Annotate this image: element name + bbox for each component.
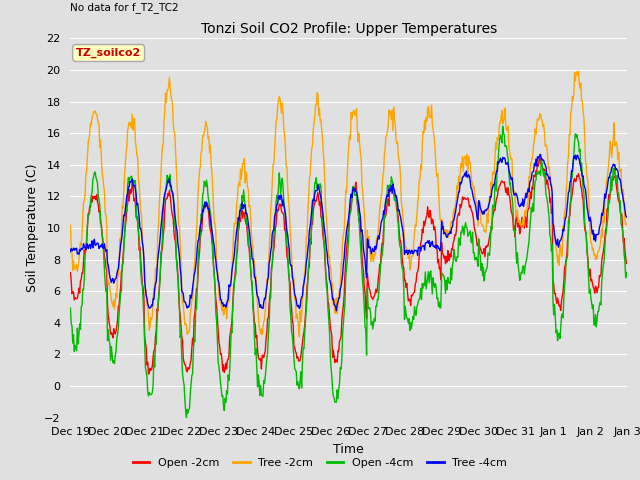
Tree -2cm (220, 312, 227, 318)
Open -2cm (77, 278, 84, 284)
Line: Open -2cm: Open -2cm (70, 154, 627, 374)
Open -4cm (433, 296, 441, 301)
Open -4cm (77, 326, 84, 332)
Open -2cm (623, 261, 630, 266)
Tree -2cm (77, 240, 84, 246)
Open -4cm (182, 416, 190, 421)
Line: Tree -4cm: Tree -4cm (70, 155, 627, 311)
Title: Tonzi Soil CO2 Profile: Upper Temperatures: Tonzi Soil CO2 Profile: Upper Temperatur… (201, 22, 497, 36)
Open -2cm (220, 370, 228, 375)
Open -4cm (623, 270, 630, 276)
Open -2cm (67, 270, 74, 276)
Open -2cm (433, 242, 441, 248)
Line: Tree -2cm: Tree -2cm (70, 72, 627, 337)
Y-axis label: Soil Temperature (C): Soil Temperature (C) (26, 164, 38, 292)
Tree -4cm (623, 214, 630, 220)
Legend: Open -2cm, Tree -2cm, Open -4cm, Tree -4cm: Open -2cm, Tree -2cm, Open -4cm, Tree -4… (128, 453, 512, 472)
Open -2cm (417, 240, 424, 246)
Tree -4cm (433, 242, 441, 248)
Open -2cm (191, 310, 199, 316)
Open -4cm (191, 338, 199, 344)
Tree -4cm (417, 248, 424, 254)
Tree -2cm (575, 69, 582, 74)
Tree -4cm (77, 248, 84, 254)
Tree -4cm (134, 201, 141, 206)
Open -4cm (220, 408, 228, 413)
Open -4cm (499, 123, 506, 129)
Line: Open -4cm: Open -4cm (70, 126, 627, 419)
Open -4cm (417, 286, 424, 291)
Tree -2cm (67, 222, 74, 228)
Text: No data for f_T2_TC2: No data for f_T2_TC2 (70, 2, 179, 13)
Open -2cm (145, 371, 152, 377)
Tree -4cm (333, 308, 340, 313)
Tree -4cm (220, 303, 227, 309)
Text: TZ_soilco2: TZ_soilco2 (76, 48, 141, 58)
Tree -2cm (296, 334, 303, 340)
Tree -2cm (190, 267, 198, 273)
Tree -2cm (417, 162, 424, 168)
Open -4cm (67, 305, 74, 311)
Tree -2cm (623, 221, 630, 227)
Tree -4cm (537, 152, 545, 157)
X-axis label: Time: Time (333, 443, 364, 456)
Open -4cm (134, 214, 141, 220)
Open -2cm (536, 151, 543, 157)
Open -2cm (134, 220, 141, 226)
Tree -2cm (433, 174, 441, 180)
Tree -2cm (134, 155, 141, 161)
Tree -4cm (67, 249, 74, 255)
Tree -4cm (190, 272, 198, 277)
